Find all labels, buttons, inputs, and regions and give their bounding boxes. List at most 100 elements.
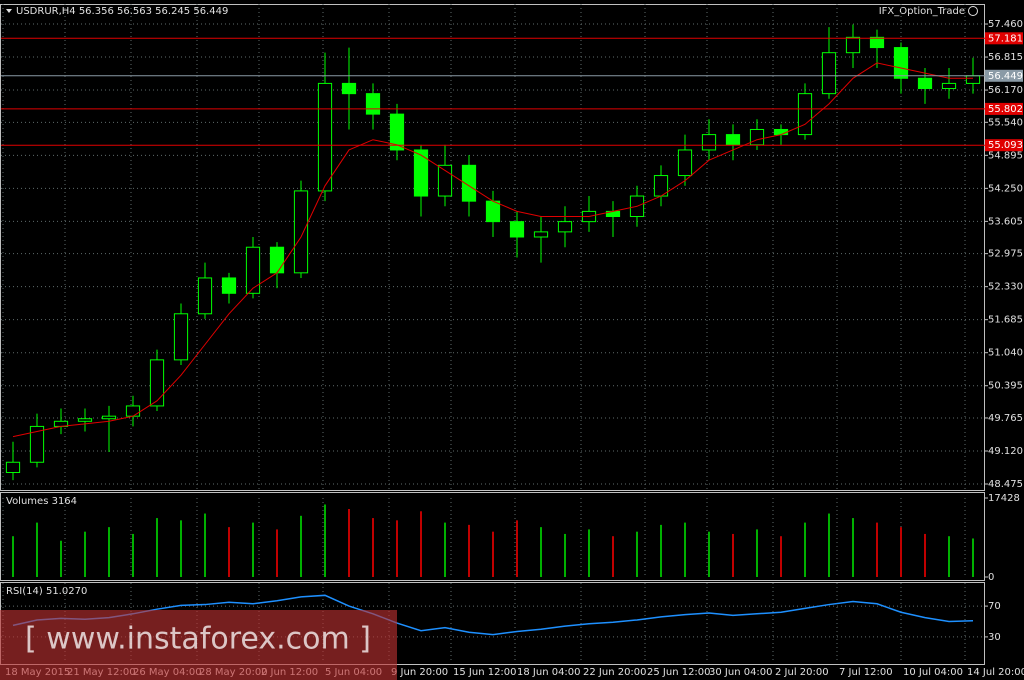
rsi-title: RSI(14) 51.0270 [6,586,87,597]
candle-body [701,134,717,151]
level-label-box [985,69,1023,82]
candle-body [869,36,885,49]
candle-body [341,82,357,95]
x-tick-label: 10 Jul 04:00 [903,667,963,678]
expert-icon [968,6,978,16]
candle-body [389,113,405,151]
candle-body [317,82,333,192]
candle-body [101,415,117,420]
expert-name: IFX_Option_Trade [879,6,965,17]
volume-bar [420,511,422,577]
volume-bar [660,524,662,577]
watermark: [ www.instaforex.com ] [25,622,371,657]
y-tick-label: 17428 [988,493,1020,504]
volume-bar [876,522,878,577]
volume-panel [0,492,985,581]
candle-body [149,359,165,407]
symbol-header: USDRUR,H4 56.356 56.563 56.245 56.449 [16,6,228,17]
x-tick-label: 7 Jul 12:00 [839,667,893,678]
x-tick-label: 15 Jun 12:00 [453,667,517,678]
price-panel [0,4,985,491]
menu-arrow[interactable] [6,9,12,13]
volume-bar [276,529,278,577]
watermark-box [0,610,397,680]
candle-body [293,190,309,274]
volume-bar [12,536,14,577]
volume-bar [852,518,854,577]
candle-body [557,221,573,233]
volume-bar [732,533,734,577]
candle-body [893,47,909,79]
candle-body [173,313,189,361]
volume-bar [948,536,950,577]
y-tick-label: 0 [988,572,994,583]
volume-bar [228,527,230,577]
y-tick-label: 56.815 [988,52,1023,63]
volume-bar [636,531,638,577]
level-label-box [985,139,1023,152]
candle-body [413,149,429,197]
candle-body [269,246,285,274]
x-tick-label: 18 Jun 04:00 [517,667,581,678]
volume-bar [60,540,62,577]
candle-body [797,93,813,136]
volume-bar [516,520,518,577]
y-tick-label: 53.605 [988,216,1023,227]
candle-body [917,77,933,90]
y-tick-label: 50.395 [988,381,1023,392]
y-tick-label: 49.120 [988,446,1023,457]
volume-bar [804,522,806,577]
level-label: 56.449 [988,71,1023,82]
volume-bar [372,518,374,577]
y-tick-label: 52.330 [988,282,1023,293]
candle-body [77,418,93,422]
volume-bar [756,529,758,577]
level-label-box [985,102,1023,115]
volume-bar [204,513,206,577]
candle-body [965,75,981,84]
candle-body [485,200,501,223]
y-tick-label: 48.475 [988,479,1023,490]
volume-bar [900,527,902,577]
volume-bar [564,533,566,577]
candle-body [677,149,693,177]
volume-bar [348,509,350,577]
y-tick-label: 70 [988,601,1001,612]
y-tick-label: 54.250 [988,183,1023,194]
volume-bar [300,515,302,577]
volume-bar [84,531,86,577]
volume-bar [540,527,542,577]
x-tick-label: 25 Jun 12:00 [647,667,711,678]
volume-bar [492,531,494,577]
volume-bar [324,504,326,577]
volume-bar [588,529,590,577]
candle-body [125,405,141,417]
candle-body [461,164,477,202]
candle-body [5,461,21,473]
y-tick-label: 49.765 [988,413,1023,424]
candle-body [509,221,525,238]
y-tick-label: 30 [988,632,1001,643]
volume-bar [132,533,134,577]
level-label: 57.181 [988,33,1023,44]
y-tick-label: 51.040 [988,348,1023,359]
x-tick-label: 30 Jun 04:00 [709,667,773,678]
candle-body [749,128,765,146]
y-tick-label: 55.540 [988,117,1023,128]
volume-bar [828,513,830,577]
candle-body [29,425,45,463]
volume-bar [444,522,446,577]
volume-bar [156,518,158,577]
volume-bar [780,536,782,577]
candle-body [941,82,957,90]
level-label: 55.802 [988,104,1023,115]
volume-bar [684,522,686,577]
candle-body [245,246,261,294]
volume-bar [108,527,110,577]
volume-bar [612,536,614,577]
candle-body [821,52,837,95]
volume-bar [36,522,38,577]
volume-bar [468,524,470,577]
